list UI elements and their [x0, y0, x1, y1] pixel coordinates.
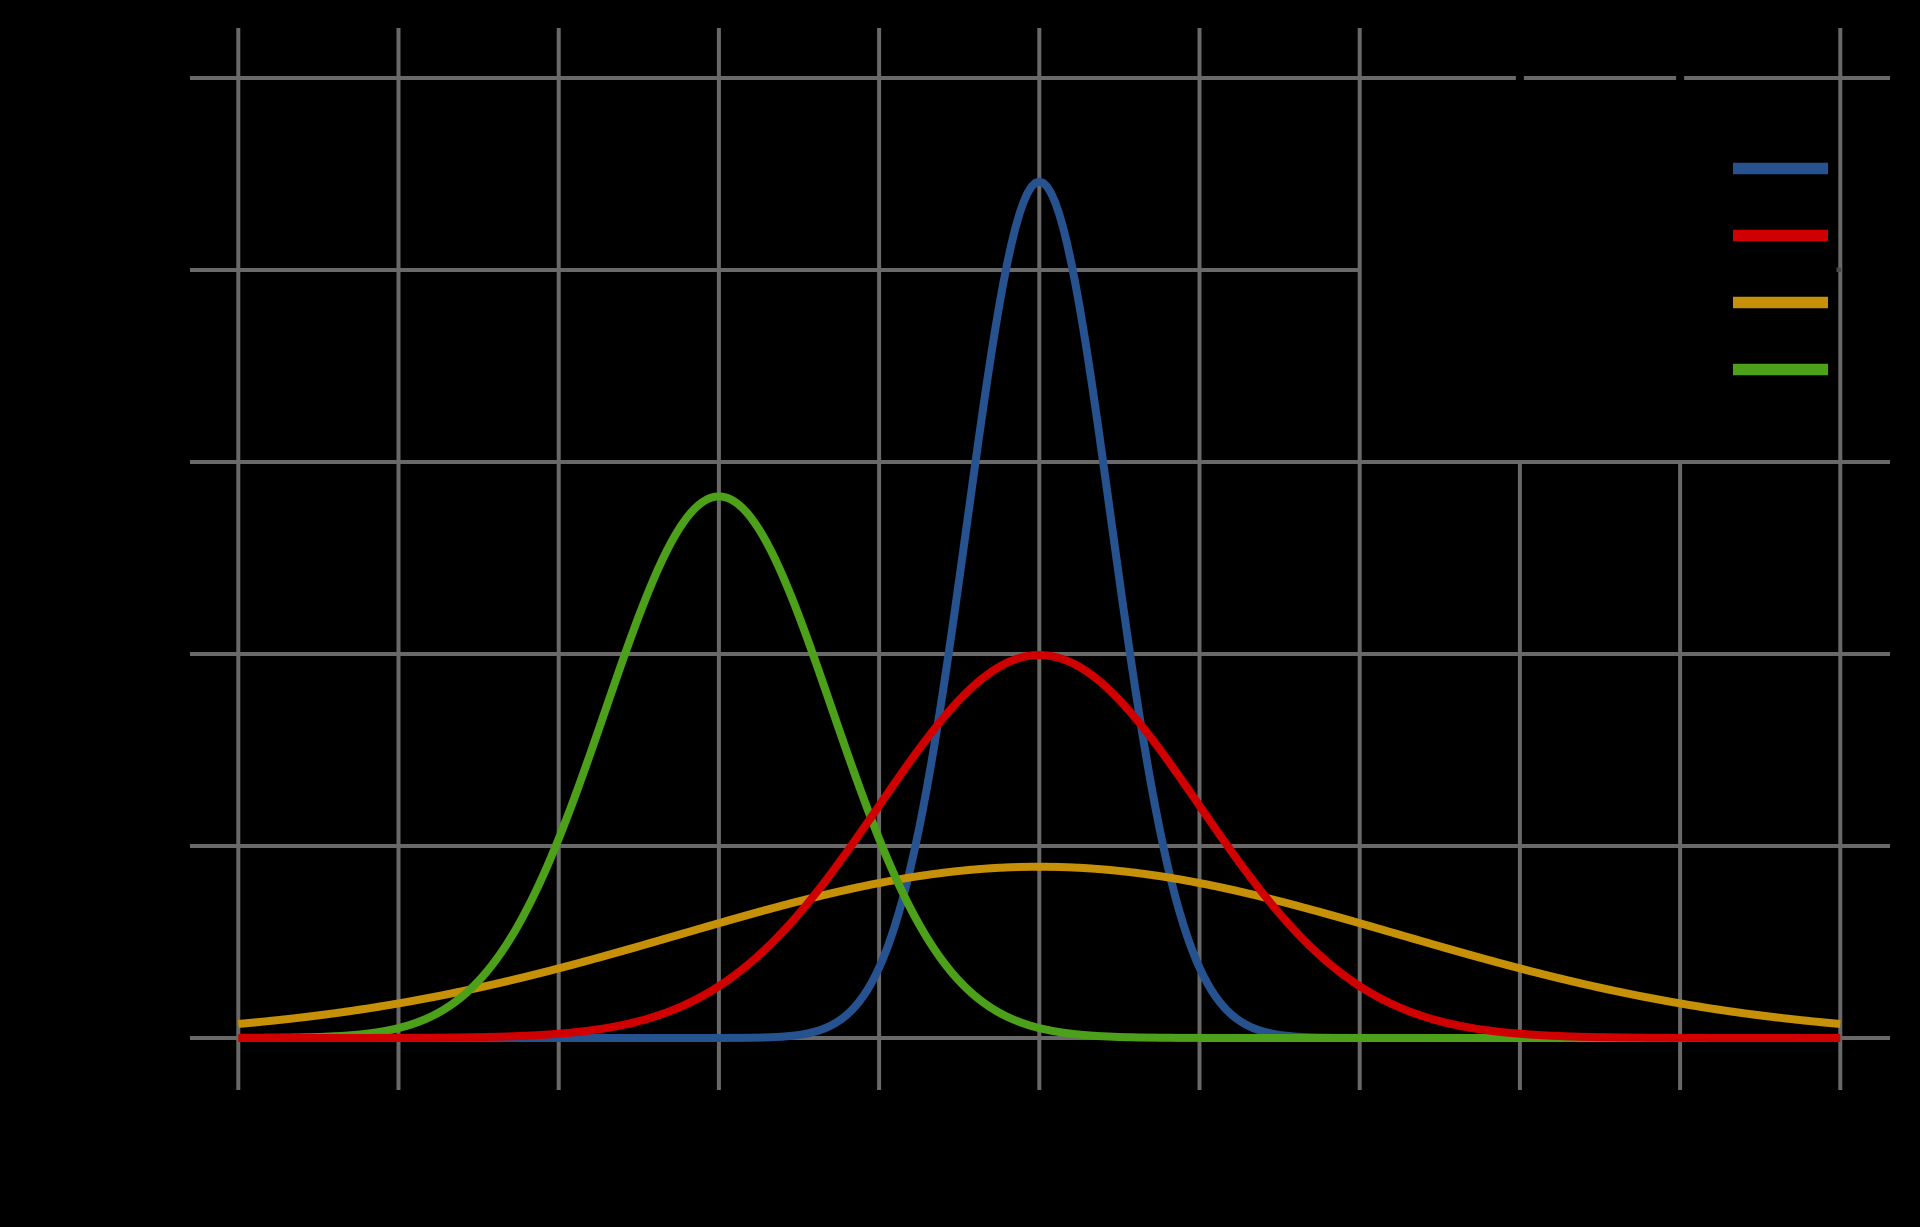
curve-normal-pdf-mu-0-var-5.0	[237, 862, 1841, 1028]
gridlines	[190, 28, 1890, 1090]
gridline-gap	[1676, 73, 1685, 83]
legend-swatch-normal-pdf-mu-0-var-5.0	[1733, 296, 1828, 309]
gridline-remnant-nub	[1836, 267, 1841, 272]
legend	[1733, 162, 1828, 376]
curve-normal-pdf-mu-0-var-1.0	[238, 651, 1841, 1042]
curves	[237, 177, 1841, 1042]
legend-swatch-normal-pdf-mu-neg2-var-0.5	[1733, 363, 1828, 376]
legend-swatch-normal-pdf-mu-0-var-0.2	[1733, 162, 1828, 175]
gridline-gap	[1515, 73, 1524, 83]
legend-swatch-normal-pdf-mu-0-var-1.0	[1733, 229, 1828, 242]
